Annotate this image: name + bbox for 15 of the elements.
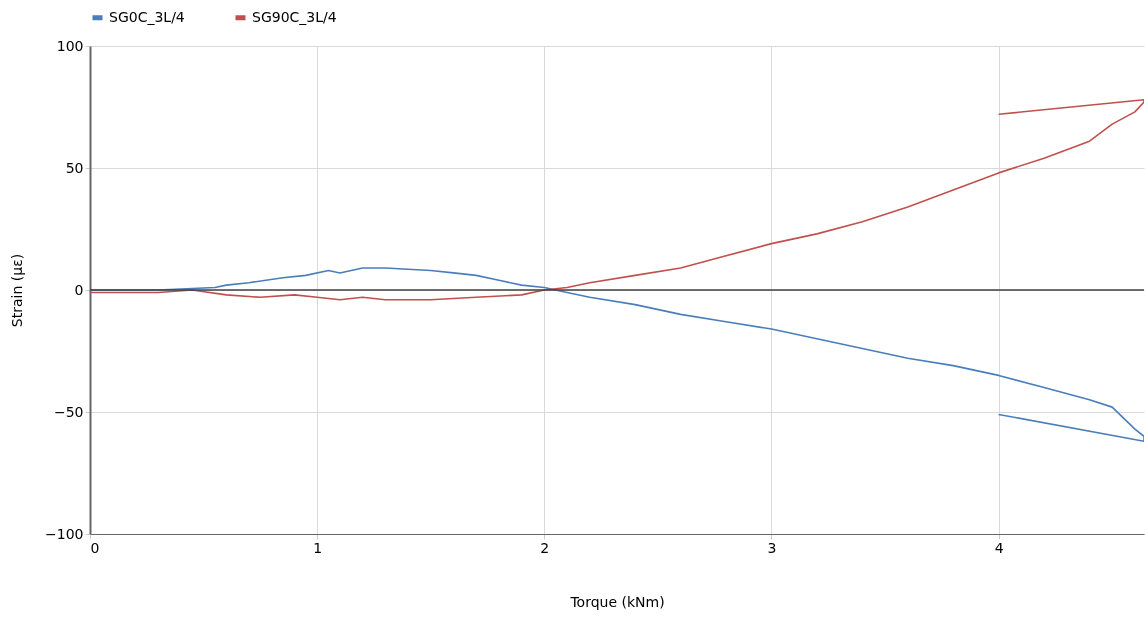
y-axis-title: Strain (με) <box>9 253 26 328</box>
y-tick-label: 0 <box>74 281 84 298</box>
y-tick-label: 50 <box>65 159 84 176</box>
x-axis-title: Torque (kNm) <box>569 593 665 610</box>
legend-label: SG90C_3L/4 <box>252 8 337 25</box>
y-tick-label: −50 <box>53 403 84 420</box>
y-tick-label: 100 <box>56 37 84 54</box>
x-tick-label: 0 <box>90 539 100 556</box>
x-tick-label: 3 <box>767 539 777 556</box>
x-tick-label: 4 <box>994 539 1004 556</box>
legend-label: SG0C_3L/4 <box>109 8 185 25</box>
line-series <box>90 98 1144 301</box>
y-tick-label: −100 <box>45 525 84 542</box>
x-tick-label: 2 <box>540 539 550 556</box>
x-tick-label: 1 <box>313 539 323 556</box>
